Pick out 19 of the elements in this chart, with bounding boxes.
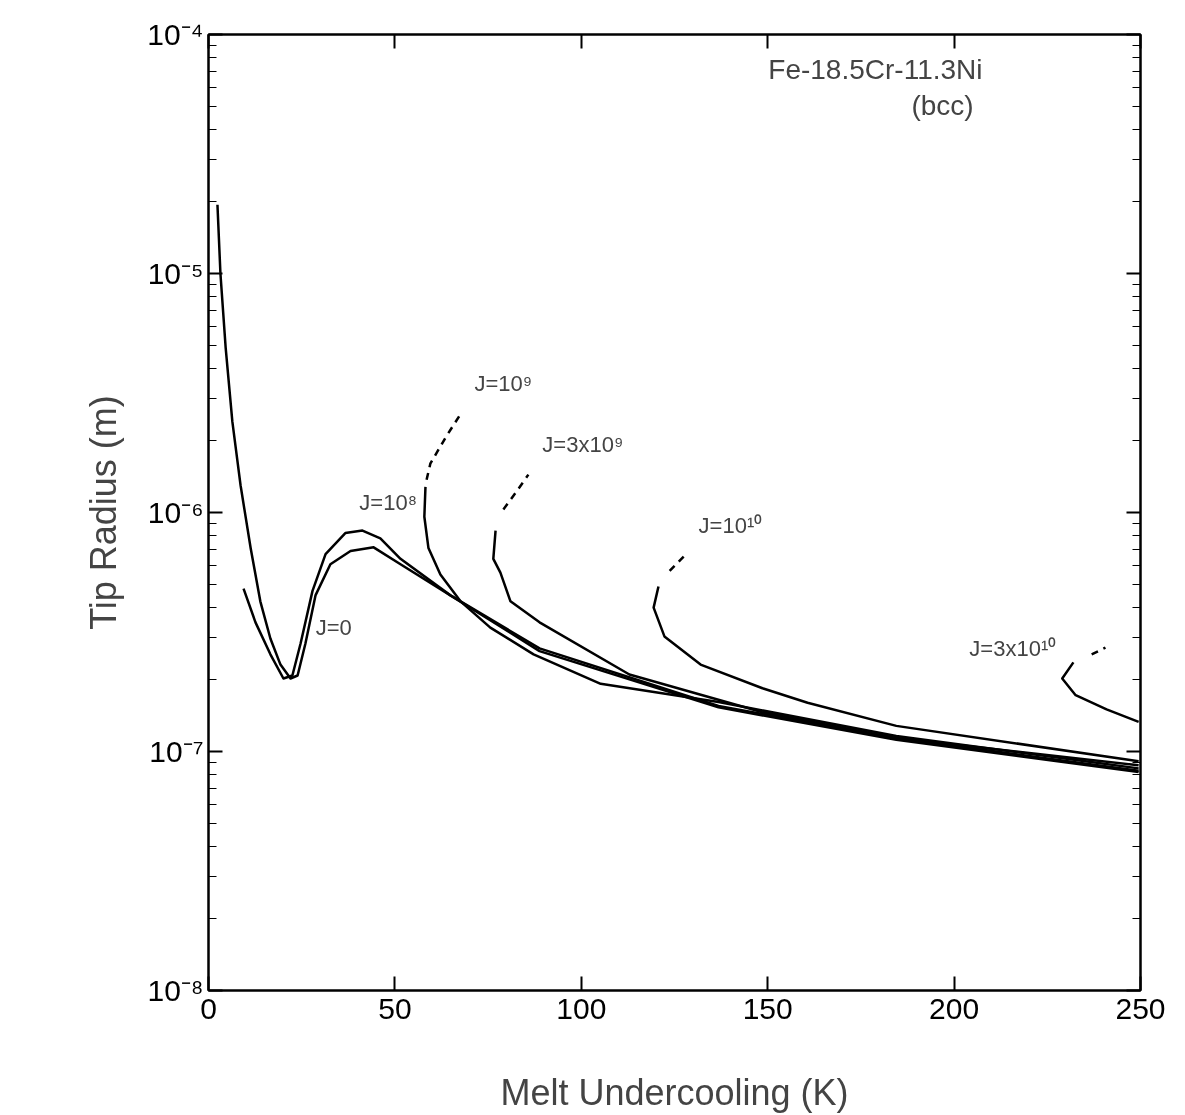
annotation: Fe-18.5Cr-11.3Ni [768,53,983,85]
x-tick-label: 250 [1115,991,1166,1025]
x-tick-label: 50 [378,991,412,1025]
y-tick-label: 10⁻⁷ [149,735,204,768]
annotation: J=10⁸ [359,490,417,516]
x-tick-label: 100 [556,991,607,1025]
annotation: J=10⁹ [474,371,533,397]
y-tick-label: 10⁻⁴ [147,18,204,51]
y-axis-title: Tip Radius (m) [83,395,125,630]
annotation: J=3x10¹⁰ [969,635,1057,661]
x-tick-label: 200 [929,991,980,1025]
annotation: J=10¹⁰ [698,512,763,538]
y-tick-label: 10⁻⁶ [147,496,204,529]
annotation: (bcc) [911,89,974,121]
annotation: J=0 [315,615,352,641]
y-tick-label: 10⁻⁵ [147,257,204,290]
x-tick-label: 150 [742,991,793,1025]
annotation: J=3x10⁹ [542,431,624,457]
x-axis-title: Melt Undercooling (K) [500,1071,849,1113]
